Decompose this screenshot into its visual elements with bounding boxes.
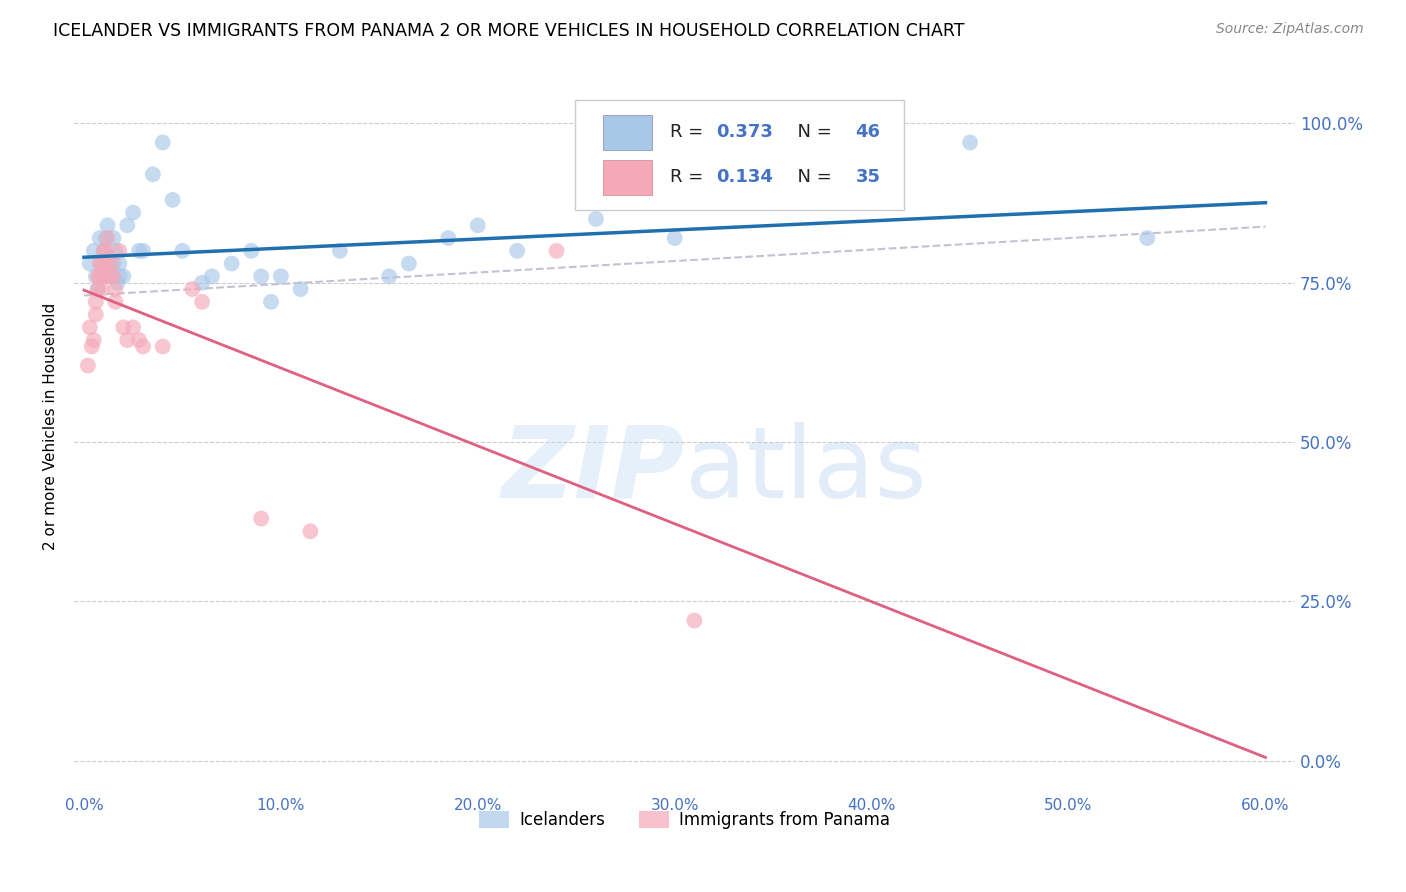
- Point: [94, 256, 117, 270]
- Point: [108, 269, 131, 284]
- Point: [683, 614, 706, 628]
- Text: R =: R =: [669, 123, 709, 141]
- Point: [84, 294, 107, 309]
- Point: [103, 269, 125, 284]
- Text: ICELANDER VS IMMIGRANTS FROM PANAMA 2 OR MORE VEHICLES IN HOUSEHOLD CORRELATION : ICELANDER VS IMMIGRANTS FROM PANAMA 2 OR…: [53, 22, 965, 40]
- Point: [93, 269, 115, 284]
- Point: [84, 308, 107, 322]
- Point: [191, 294, 214, 309]
- Point: [103, 256, 125, 270]
- Point: [94, 231, 117, 245]
- Point: [467, 219, 489, 233]
- Point: [79, 320, 101, 334]
- Point: [103, 231, 125, 245]
- Text: ZIP: ZIP: [502, 422, 685, 518]
- Point: [191, 276, 214, 290]
- Point: [98, 269, 121, 284]
- Point: [181, 282, 204, 296]
- Point: [240, 244, 263, 258]
- FancyBboxPatch shape: [603, 160, 651, 195]
- Point: [98, 256, 121, 270]
- Point: [93, 244, 115, 258]
- Point: [378, 269, 401, 284]
- Y-axis label: 2 or more Vehicles in Household: 2 or more Vehicles in Household: [44, 302, 58, 549]
- Point: [94, 244, 117, 258]
- Text: N =: N =: [786, 169, 838, 186]
- Point: [585, 211, 607, 226]
- Point: [104, 244, 127, 258]
- Point: [89, 269, 111, 284]
- Point: [112, 269, 135, 284]
- Text: Source: ZipAtlas.com: Source: ZipAtlas.com: [1216, 22, 1364, 37]
- Point: [152, 136, 174, 150]
- Point: [122, 320, 145, 334]
- Point: [93, 269, 115, 284]
- Point: [250, 511, 273, 525]
- FancyBboxPatch shape: [575, 100, 904, 210]
- Point: [437, 231, 460, 245]
- Point: [100, 256, 122, 270]
- Point: [84, 269, 107, 284]
- Point: [117, 219, 139, 233]
- Point: [260, 294, 283, 309]
- Text: atlas: atlas: [685, 422, 927, 518]
- Point: [122, 205, 145, 219]
- Point: [90, 256, 112, 270]
- Text: 0.373: 0.373: [716, 123, 773, 141]
- Point: [546, 244, 568, 258]
- Point: [79, 256, 101, 270]
- Point: [97, 250, 120, 264]
- Point: [664, 231, 686, 245]
- Point: [152, 339, 174, 353]
- Point: [89, 256, 111, 270]
- Point: [270, 269, 292, 284]
- Point: [142, 167, 165, 181]
- Point: [77, 359, 100, 373]
- FancyBboxPatch shape: [603, 115, 651, 150]
- Text: R =: R =: [669, 169, 709, 186]
- Point: [398, 256, 420, 270]
- Point: [83, 244, 105, 258]
- Text: 0.134: 0.134: [716, 169, 773, 186]
- Point: [107, 276, 129, 290]
- Point: [97, 219, 120, 233]
- Text: 46: 46: [855, 123, 880, 141]
- Point: [162, 193, 184, 207]
- Point: [90, 282, 112, 296]
- Point: [128, 333, 150, 347]
- Point: [299, 524, 322, 539]
- Point: [93, 244, 115, 258]
- Point: [100, 269, 122, 284]
- Text: 35: 35: [855, 169, 880, 186]
- Point: [221, 256, 243, 270]
- Point: [172, 244, 194, 258]
- Point: [1136, 231, 1159, 245]
- Point: [132, 244, 155, 258]
- Point: [329, 244, 352, 258]
- Point: [89, 231, 111, 245]
- Point: [201, 269, 224, 284]
- Point: [959, 136, 981, 150]
- Point: [128, 244, 150, 258]
- Point: [80, 339, 103, 353]
- Point: [112, 320, 135, 334]
- Legend: Icelanders, Immigrants from Panama: Icelanders, Immigrants from Panama: [472, 804, 897, 836]
- Point: [104, 282, 127, 296]
- Text: N =: N =: [786, 123, 838, 141]
- Point: [250, 269, 273, 284]
- Point: [290, 282, 312, 296]
- Point: [87, 282, 110, 296]
- Point: [87, 269, 110, 284]
- Point: [117, 333, 139, 347]
- Point: [97, 231, 120, 245]
- Point: [83, 333, 105, 347]
- Point: [90, 256, 112, 270]
- Point: [87, 282, 110, 296]
- Point: [104, 294, 127, 309]
- Point: [108, 244, 131, 258]
- Point: [108, 256, 131, 270]
- Point: [132, 339, 155, 353]
- Point: [506, 244, 529, 258]
